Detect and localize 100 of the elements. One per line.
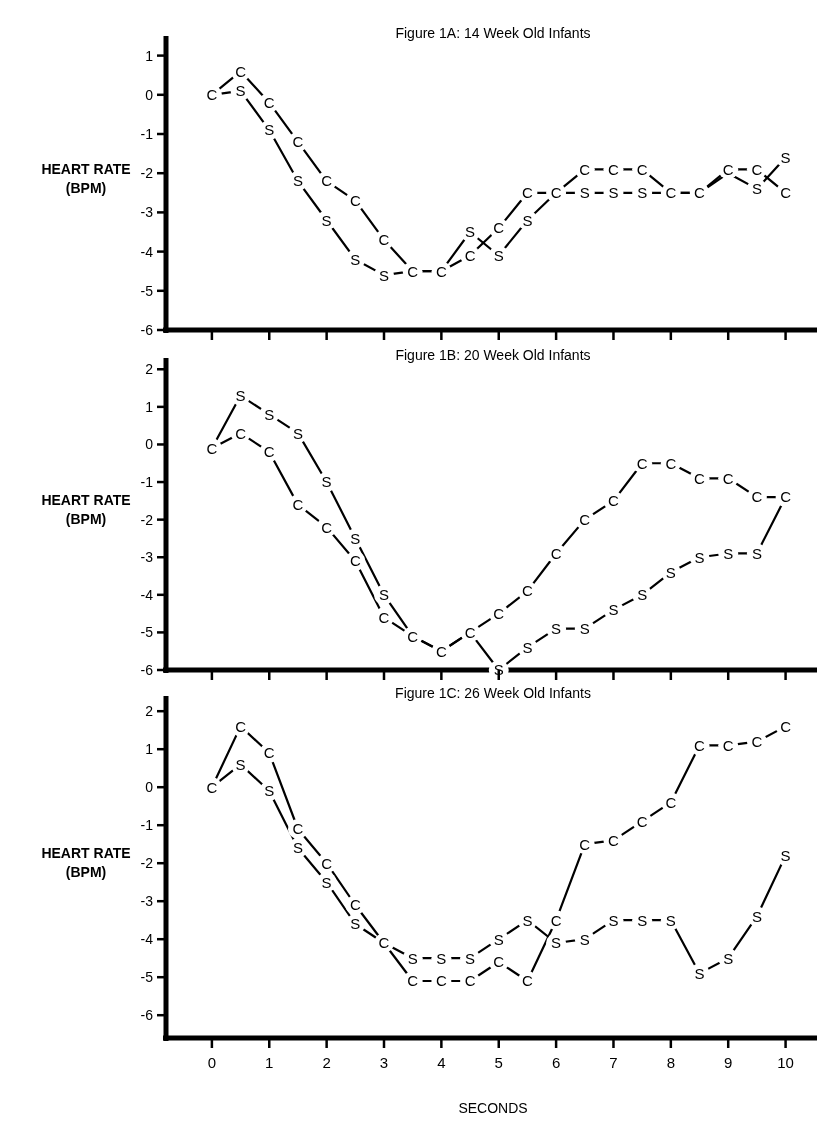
text: C [751,488,763,506]
text: C [694,736,705,754]
series-label: S [292,172,303,190]
text: S [751,544,762,562]
text: S [579,620,590,638]
text: S [522,911,533,929]
text: C [522,972,533,990]
text: C [550,544,562,562]
chart-title: Figure 1B: 20 Week Old Infants [395,347,591,363]
text: C [292,496,304,513]
text: C [636,454,648,472]
text: C [407,627,419,645]
text: C [435,642,447,660]
x-tick-label: 6 [551,1054,561,1071]
text: C [321,854,333,872]
text: S [637,911,648,929]
x-tick-label: 7 [609,1054,618,1071]
text: C [694,469,705,487]
text: S [608,911,619,929]
series-label: S [694,964,705,982]
y-tick-label: 0 [145,779,154,796]
x-tick-label: 4 [437,1054,446,1071]
text: S [723,949,734,967]
y-tick-label: 2 [145,703,154,720]
text: S [665,563,676,581]
y-tick-label: -4 [140,931,154,948]
text: C [206,86,218,104]
text: S [751,907,762,925]
text: S [235,386,246,404]
text: S [378,266,390,284]
text: S [321,211,332,229]
text: C [378,934,390,952]
text: S [522,211,533,229]
y-axis-title: HEART RATE (BPM) [41,161,131,196]
text: C [206,778,218,796]
text: C [780,488,791,506]
text: S [608,184,619,202]
text: C [751,733,763,750]
text: S [780,148,791,166]
series-label: C [321,172,333,190]
text: C [665,184,677,202]
text: C [608,160,619,178]
text: S [350,915,361,933]
chart-title: Figure 1A: 14 Week Old Infants [395,25,591,41]
x-tick-label: 5 [494,1054,503,1071]
series-label: C [378,608,390,626]
x-axis-title: SECONDS [458,1100,528,1116]
y-tick-label: -6 [140,661,154,678]
x-tick-label: 8 [666,1054,676,1071]
text: S [522,638,533,656]
text: C [722,736,734,754]
y-tick-label: 1 [145,398,154,415]
text: C [292,133,304,151]
y-tick-label: -6 [140,1007,154,1024]
text: C [349,896,361,914]
text: C [378,231,390,249]
text: C [349,552,361,570]
text: S [235,82,246,100]
text: C [636,160,648,178]
text: C [550,184,562,202]
text: C [608,492,619,510]
text: C [665,454,677,472]
y-tick-label: 0 [145,86,154,103]
y-tick-label: 1 [145,741,154,758]
text: S [235,755,246,773]
text: S [780,847,791,864]
text: S [694,548,705,566]
text: S [378,586,390,604]
text: C [780,717,791,735]
text: C [464,623,476,641]
text: S [551,620,562,638]
series-label: C [292,820,304,838]
y-tick-label: -2 [140,855,154,872]
text: C [263,94,275,112]
text: C [464,972,476,990]
text: S [350,250,361,268]
y-axis-title: HEART RATE (BPM) [41,845,131,880]
text: C [722,160,734,178]
y-tick-label: -5 [140,282,154,299]
y-tick-label: -1 [140,125,154,142]
y-tick-label: -1 [140,817,154,834]
y-tick-label: -3 [140,893,154,910]
text: C [780,184,791,202]
series-label: S [321,473,332,491]
y-tick-label: -6 [140,321,154,338]
text: C [493,219,505,237]
text: S [264,121,275,139]
text: C [235,717,246,735]
text: C [694,184,705,202]
y-tick-label: -2 [140,511,154,528]
text: C [493,953,505,971]
text: C [722,469,734,487]
text: C [407,262,419,280]
text: C [579,835,591,853]
text: S [579,930,590,948]
text: S [436,949,447,967]
text: C [608,831,619,849]
y-tick-label: -3 [140,549,154,566]
text: C [206,439,218,457]
text: S [723,544,734,562]
